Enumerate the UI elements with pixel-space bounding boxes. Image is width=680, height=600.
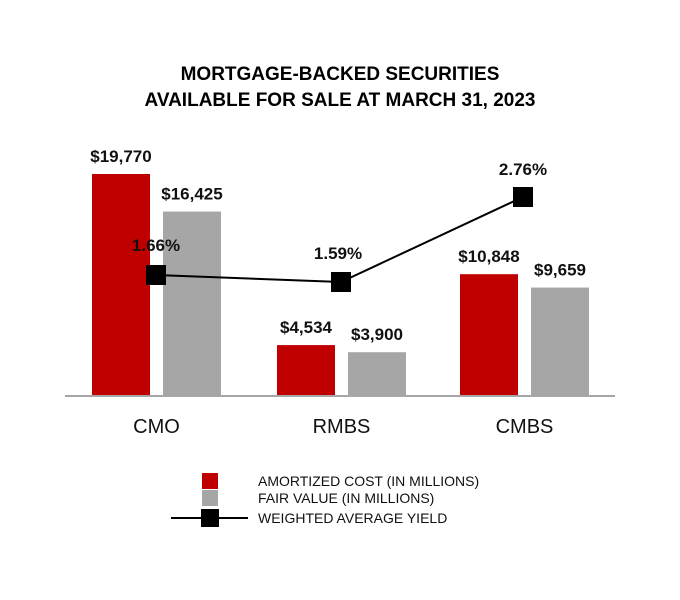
bar-value-label-rmbs-fair-value: $3,900 (351, 325, 403, 344)
legend: AMORTIZED COST (IN MILLIONS)FAIR VALUE (… (171, 473, 479, 527)
bar-cmo-fair-value (163, 211, 221, 396)
bar-rmbs-fair-value (348, 352, 406, 396)
legend-weighted-average-yield-marker (201, 509, 219, 527)
bar-cmbs-fair-value (531, 287, 589, 396)
legend-amortized-cost-label: AMORTIZED COST (IN MILLIONS) (258, 473, 479, 489)
yield-label-rmbs: 1.59% (314, 244, 362, 263)
chart-title-line-2: AVAILABLE FOR SALE AT MARCH 31, 2023 (145, 90, 536, 111)
yield-marker-rmbs (331, 272, 351, 292)
category-label-cmbs: CMBS (496, 416, 554, 438)
yield-label-cmbs: 2.76% (499, 160, 547, 179)
bar-value-label-rmbs-amortized-cost: $4,534 (280, 318, 333, 337)
yield-label-cmo: 1.66% (132, 236, 180, 255)
legend-weighted-average-yield-label: WEIGHTED AVERAGE YIELD (258, 510, 447, 526)
bar-cmo-amortized-cost (92, 174, 150, 396)
bar-value-label-cmbs-amortized-cost: $10,848 (458, 247, 519, 266)
category-label-rmbs: RMBS (313, 416, 371, 438)
chart-title-line-1: MORTGAGE-BACKED SECURITIES (181, 64, 500, 85)
category-label-cmo: CMO (133, 416, 180, 438)
yield-marker-cmo (146, 265, 166, 285)
legend-fair-value-swatch (202, 490, 218, 506)
yield-marker-cmbs (513, 187, 533, 207)
legend-amortized-cost-swatch (202, 473, 218, 489)
bar-value-label-cmbs-fair-value: $9,659 (534, 261, 586, 280)
bar-value-label-cmo-amortized-cost: $19,770 (90, 147, 151, 166)
legend-fair-value-label: FAIR VALUE (IN MILLIONS) (258, 490, 434, 506)
bar-cmbs-amortized-cost (460, 274, 518, 396)
bar-rmbs-amortized-cost (277, 345, 335, 396)
bar-value-label-cmo-fair-value: $16,425 (161, 185, 222, 204)
